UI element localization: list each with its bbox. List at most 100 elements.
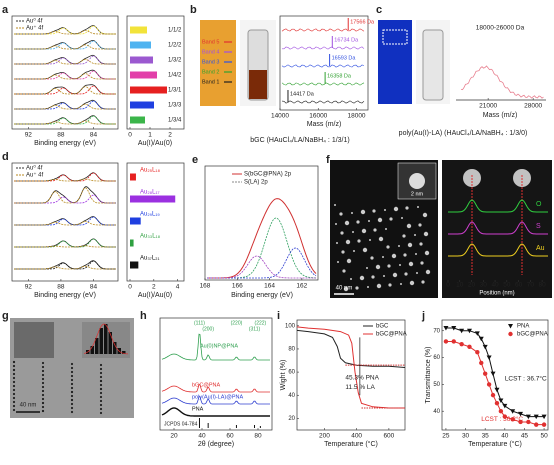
particle — [341, 250, 345, 254]
axis-box — [441, 319, 549, 431]
panel-label: i — [277, 310, 280, 322]
caption: bGC (HAuCl₄/LA/NaBH₄ : 1/3/1) — [250, 137, 349, 144]
axis-box — [204, 165, 319, 281]
particle — [387, 264, 391, 268]
point — [443, 326, 449, 331]
panel-label: g — [2, 310, 9, 322]
x-tick-label: 80 — [539, 282, 547, 289]
point — [474, 331, 480, 336]
particle — [359, 275, 365, 281]
axis-box — [126, 15, 185, 130]
x-tick-label: 200 — [319, 433, 330, 440]
particle — [378, 236, 384, 242]
spectrum — [14, 99, 116, 110]
x-tick-label: 0 — [446, 282, 450, 289]
spectrum — [14, 238, 116, 248]
particle — [70, 398, 74, 402]
x-tick-label: 0 — [128, 284, 132, 291]
point — [482, 344, 488, 350]
particle — [350, 278, 352, 280]
particle — [361, 228, 367, 234]
particle — [356, 220, 360, 224]
legend-label: bGC@PNA — [376, 332, 407, 338]
spectrum — [460, 65, 544, 99]
annotation: 11.5 % LA — [345, 384, 375, 391]
particle — [12, 400, 16, 404]
particle — [388, 283, 392, 287]
particle — [99, 391, 103, 395]
particle — [385, 228, 387, 230]
x-tick-label: 20 — [170, 433, 178, 440]
particle — [41, 369, 45, 373]
point — [534, 422, 539, 427]
x-tick-label: 164 — [264, 283, 275, 290]
spectrum — [14, 245, 116, 248]
band-label: Band 3 — [202, 59, 219, 65]
hist-bar — [104, 324, 108, 354]
x-tick-label: 92 — [25, 132, 33, 139]
spectrum — [448, 243, 548, 257]
category-label: 1/1/2 — [168, 28, 182, 34]
spectrum — [14, 103, 116, 110]
particle — [12, 392, 16, 396]
axis-box — [11, 162, 119, 282]
bar — [130, 195, 176, 203]
x-tick-label: 0 — [128, 132, 132, 139]
particle — [346, 258, 352, 264]
trace-label: bGC@PNA — [192, 382, 221, 388]
point — [510, 417, 515, 422]
particle — [360, 209, 366, 215]
spectrum — [207, 255, 316, 279]
particle — [418, 223, 422, 227]
x-tick-label: 88 — [57, 132, 65, 139]
x-tick-label: 84 — [90, 284, 98, 291]
x-tick-label: 80 — [254, 433, 262, 440]
spectrum — [161, 384, 270, 393]
y-axis-label: Transmittance (%) — [425, 347, 432, 404]
particle — [384, 209, 386, 211]
particle — [41, 401, 45, 405]
spectrum — [14, 186, 116, 204]
panel-label: a — [2, 4, 9, 16]
particle — [99, 407, 103, 411]
scale-label: 40 nm — [336, 286, 353, 292]
point — [486, 355, 492, 361]
spectrum — [161, 396, 270, 405]
y-tick-label: 40 — [288, 393, 295, 399]
category-label: 1/3/4 — [168, 118, 182, 124]
spectrum — [14, 221, 116, 226]
particle — [342, 269, 346, 273]
spectrum — [281, 82, 365, 86]
particle — [336, 242, 338, 244]
particle — [407, 242, 413, 248]
legend-marker — [508, 331, 513, 337]
spectrum — [281, 100, 365, 104]
panel-label: e — [192, 154, 198, 166]
point — [510, 409, 516, 414]
particle — [425, 269, 431, 275]
particle — [403, 253, 407, 257]
annotation: 45.3% PNA — [345, 375, 379, 382]
spectrum — [281, 28, 365, 32]
particle — [423, 231, 429, 237]
gel-image — [200, 20, 236, 106]
point — [459, 341, 464, 347]
particle — [12, 368, 16, 372]
gel-image — [378, 20, 412, 104]
particle — [422, 212, 428, 218]
spectrum — [14, 86, 116, 95]
particle — [41, 405, 45, 409]
particle — [351, 212, 353, 214]
category-label: 1/4/2 — [168, 73, 182, 79]
x-tick-label: 40 — [491, 282, 499, 289]
x-tick-label: 162 — [296, 283, 307, 290]
range-label: 18000-26000 Da — [476, 25, 525, 32]
axis-box — [159, 317, 273, 431]
particle — [70, 386, 74, 390]
x-tick-label: 16000 — [309, 113, 327, 120]
particle — [41, 393, 45, 397]
point — [502, 403, 508, 409]
particle — [41, 389, 45, 393]
panel-label: j — [421, 310, 425, 322]
legend-label: bGC@PNA — [517, 332, 548, 338]
